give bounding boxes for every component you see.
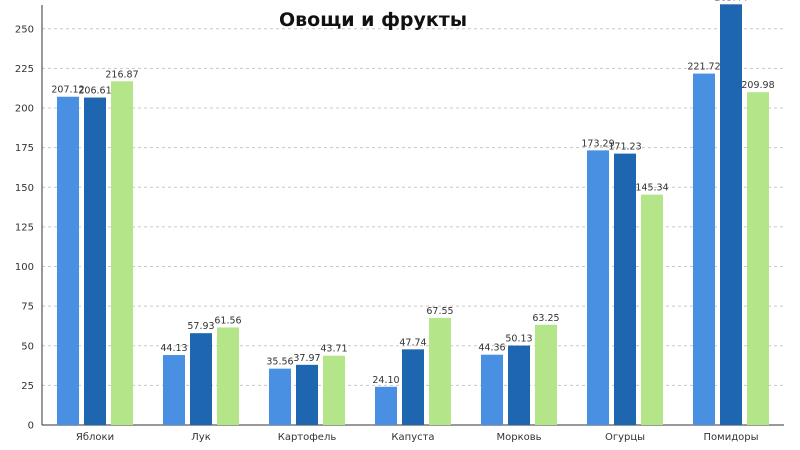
- data-label: 63.25: [532, 313, 559, 324]
- data-label: 44.13: [160, 343, 187, 354]
- data-label: 216.87: [105, 69, 138, 80]
- bar: [190, 333, 212, 425]
- data-label: 67.55: [426, 306, 453, 317]
- data-label: 265.44: [714, 0, 747, 3]
- bar: [111, 81, 133, 426]
- bar: [535, 324, 557, 425]
- data-label: 61.56: [214, 315, 241, 326]
- y-tick-label: 100: [15, 262, 34, 273]
- data-label: 145.34: [635, 183, 668, 194]
- data-label: 50.13: [505, 334, 532, 345]
- y-tick-label: 25: [21, 381, 34, 392]
- y-tick-label: 200: [15, 104, 34, 115]
- x-category-label: Яблоки: [76, 432, 114, 443]
- bar: [217, 327, 239, 425]
- bar: [720, 4, 742, 425]
- bar: [641, 194, 663, 425]
- data-label: 221.72: [687, 62, 720, 73]
- data-label: 47.74: [399, 337, 426, 348]
- y-tick-label: 250: [15, 24, 34, 35]
- bar: [323, 355, 345, 425]
- bar: [402, 349, 424, 425]
- y-tick-label: 175: [15, 143, 34, 154]
- bar: [614, 153, 636, 425]
- bar: [693, 73, 715, 425]
- data-label: 35.56: [266, 357, 293, 368]
- chart-title: Овощи и фрукты: [279, 9, 467, 31]
- y-tick-label: 0: [28, 421, 34, 432]
- bar: [269, 368, 291, 425]
- bar: [375, 386, 397, 425]
- data-label: 171.23: [608, 142, 641, 153]
- data-label: 173.29: [581, 138, 614, 149]
- x-category-label: Картофель: [278, 432, 337, 443]
- bar: [429, 317, 451, 425]
- data-label: 206.61: [78, 86, 111, 97]
- y-tick-label: 150: [15, 183, 34, 194]
- x-category-label: Капуста: [391, 432, 434, 443]
- x-category-label: Огурцы: [605, 432, 645, 443]
- bar: [84, 97, 106, 426]
- data-label: 207.12: [51, 85, 84, 96]
- bar: [163, 355, 185, 425]
- bar: [57, 96, 79, 425]
- y-tick-label: 50: [21, 341, 34, 352]
- x-category-label: Помидоры: [704, 432, 759, 443]
- bar: [296, 364, 318, 425]
- y-tick-label: 225: [15, 64, 34, 75]
- x-category-label: Морковь: [496, 432, 541, 443]
- y-tick-label: 125: [15, 222, 34, 233]
- data-label: 24.10: [372, 375, 399, 386]
- data-label: 209.98: [741, 80, 774, 91]
- data-label: 57.93: [187, 321, 214, 332]
- data-label: 43.71: [320, 344, 347, 355]
- data-label: 44.36: [478, 343, 505, 354]
- bar: [481, 354, 503, 425]
- bar: [587, 150, 609, 426]
- bar: [747, 92, 769, 425]
- y-tick-label: 75: [21, 302, 34, 313]
- x-category-label: Лук: [191, 432, 210, 443]
- bar: [508, 345, 530, 425]
- data-label: 37.97: [293, 353, 320, 364]
